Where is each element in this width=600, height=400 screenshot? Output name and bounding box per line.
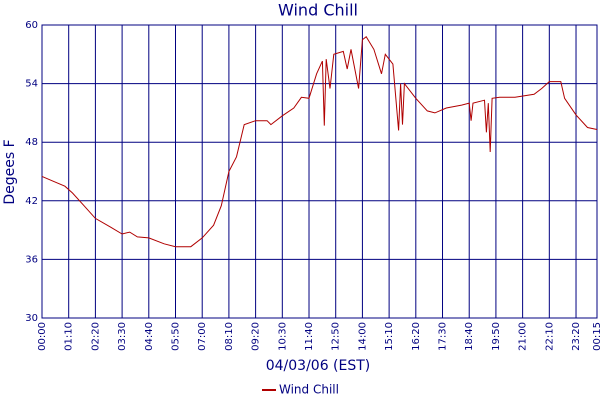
- x-tick-label: 08:10: [224, 322, 235, 351]
- x-tick-label: 16:20: [411, 322, 422, 351]
- y-tick-label: 54: [25, 79, 38, 90]
- x-tick-label: 17:30: [438, 322, 449, 351]
- x-tick-label: 18:40: [464, 322, 475, 351]
- x-tick-label: 12:50: [331, 322, 342, 351]
- plot-area: [41, 24, 598, 319]
- chart-title: Wind Chill: [278, 1, 358, 20]
- x-tick-label: 00:15: [592, 322, 600, 351]
- y-tick-label: 60: [25, 20, 38, 31]
- y-tick-label: 30: [25, 313, 38, 324]
- x-tick-label: 14:00: [357, 322, 368, 351]
- x-tick-label: 21:00: [518, 322, 529, 351]
- x-tick-label: 23:20: [571, 322, 582, 351]
- data-line: [41, 35, 598, 248]
- x-tick-label: 22:10: [544, 322, 555, 351]
- x-tick-label: 05:50: [171, 322, 182, 351]
- x-tick-label: 09:20: [251, 322, 262, 351]
- x-tick-label: 00:00: [37, 322, 48, 351]
- x-tick-label: 19:50: [491, 322, 502, 351]
- x-tick-label: 02:20: [90, 322, 101, 351]
- x-tick-label: 10:30: [277, 322, 288, 351]
- x-tick-label: 07:00: [197, 322, 208, 351]
- y-axis-label: Degees F: [2, 139, 18, 204]
- y-tick-label: 36: [25, 254, 38, 265]
- y-tick-label: 48: [25, 137, 38, 148]
- x-tick-label: 03:30: [117, 322, 128, 351]
- y-tick-label: 42: [25, 196, 38, 207]
- x-axis-label: 04/03/06 (EST): [266, 358, 371, 374]
- x-tick-label: 04:40: [144, 322, 155, 351]
- x-tick-label: 15:10: [384, 322, 395, 351]
- x-tick-label: 01:10: [64, 322, 75, 351]
- x-tick-label: 11:40: [304, 322, 315, 351]
- legend-label: Wind Chill: [279, 383, 339, 397]
